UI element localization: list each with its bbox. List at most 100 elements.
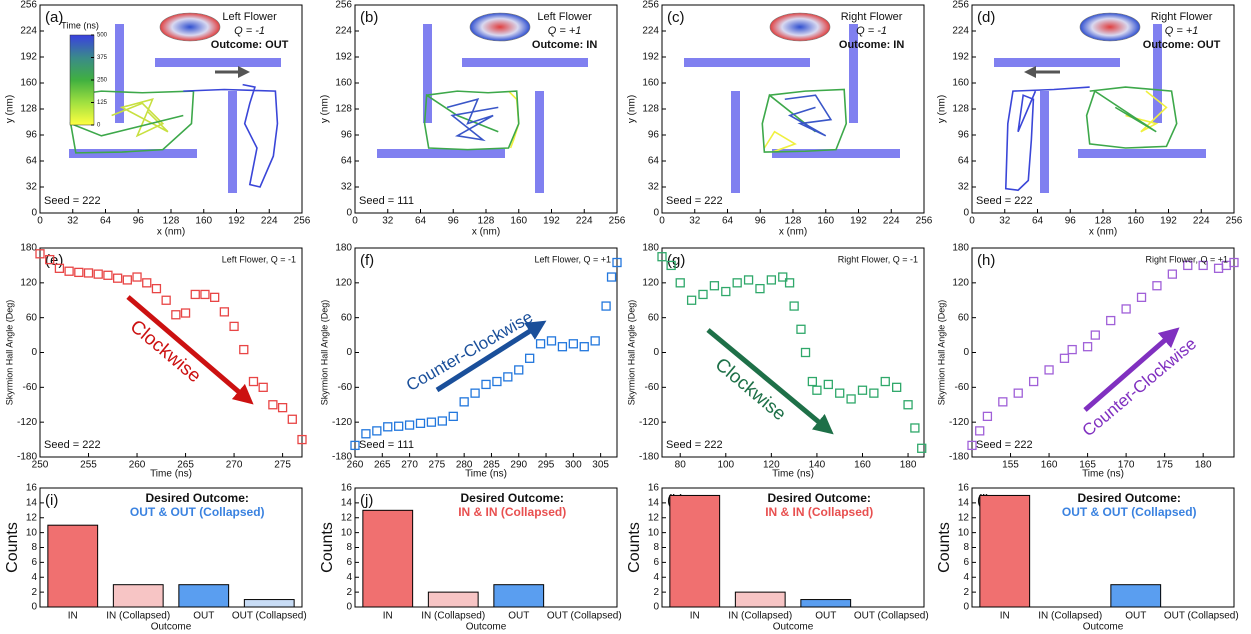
- point: [180, 308, 191, 318]
- y-tick-label: 60: [26, 312, 38, 323]
- panel: 0 2 4 6 8 10 12 14 16 (i) Counts Outcome IN IN (Colla…: [4, 483, 306, 633]
- panel: 0 32 64 96 128 160 192 224 256 0 32 64 96 128 160 192 22…: [937, 0, 1243, 238]
- y-tick-label: 96: [958, 130, 970, 141]
- point: [686, 295, 697, 305]
- x-tick-label: OUT (Collapsed): [547, 611, 622, 622]
- point: [910, 423, 920, 433]
- x-tick-label: 256: [1226, 216, 1243, 227]
- y-tick-label: 10: [958, 527, 970, 538]
- point: [1059, 353, 1070, 363]
- point: [755, 283, 765, 294]
- bar: [112, 584, 164, 608]
- point: [459, 397, 469, 407]
- panel-title: Desired Outcome:: [146, 491, 249, 505]
- y-axis-label: Skyrmion Hall Angle (Deg): [4, 300, 14, 406]
- x-tick-label: 32: [67, 216, 79, 227]
- point: [657, 252, 667, 262]
- y-tick-label: 2: [963, 587, 969, 598]
- colorbar: [69, 34, 95, 126]
- seed-label: Seed = 222: [666, 439, 723, 451]
- bar: [427, 591, 479, 608]
- point: [835, 388, 845, 398]
- trajectory: [423, 90, 520, 151]
- colorbar-tick-label: 375: [97, 55, 108, 61]
- x-axis-label: x (nm): [157, 227, 185, 238]
- y-axis-label: y (nm): [627, 95, 638, 123]
- point: [1044, 365, 1054, 375]
- colorbar-tick-label: 125: [97, 100, 108, 106]
- panel: -180 -120 -60 0 60 120 180 80 100 120 140 160 180 (g)…: [626, 243, 927, 480]
- point: [350, 440, 360, 451]
- y-tick-label: 96: [341, 130, 353, 141]
- x-tick-label: 160: [1041, 460, 1058, 471]
- point: [426, 417, 437, 427]
- x-tick-label: IN (Collapsed): [106, 611, 170, 622]
- point: [998, 397, 1008, 407]
- charge-label: Q = +1: [1165, 25, 1199, 37]
- y-tick-label: 2: [653, 587, 659, 598]
- y-tick-label: -120: [332, 417, 352, 428]
- bar: [178, 584, 230, 608]
- y-tick-label: 32: [341, 182, 353, 193]
- point: [709, 281, 720, 291]
- x-tick-label: IN (Collapsed): [1038, 611, 1102, 622]
- x-tick-label: OUT (Collapsed): [854, 611, 929, 622]
- y-tick-label: 16: [341, 483, 353, 494]
- y-tick-label: -60: [338, 382, 353, 393]
- y-tick-label: -60: [955, 382, 970, 393]
- y-tick-label: 0: [963, 208, 969, 219]
- x-tick-label: OUT (Collapsed): [232, 611, 307, 622]
- x-axis-label: x (nm): [472, 227, 500, 238]
- y-tick-label: 8: [653, 542, 659, 553]
- point: [219, 307, 230, 317]
- y-tick-label: 256: [20, 0, 37, 11]
- y-tick-label: 10: [341, 527, 353, 538]
- point: [1106, 315, 1116, 326]
- bar: [669, 494, 721, 608]
- x-tick-label: 300: [565, 460, 582, 471]
- y-tick-label: 14: [341, 498, 353, 509]
- y-tick-label: 8: [31, 542, 37, 553]
- x-tick-label: 256: [294, 216, 311, 227]
- bar: [362, 509, 414, 608]
- point: [732, 278, 742, 288]
- x-axis-label: Time (ns): [150, 469, 192, 480]
- panel-label: (g): [667, 252, 685, 269]
- flower-label: Right Flower: [841, 11, 903, 23]
- outcome-label: Outcome: IN: [839, 39, 904, 51]
- x-tick-label: 96: [1065, 216, 1077, 227]
- x-tick-label: 32: [999, 216, 1011, 227]
- x-tick-label: 255: [80, 460, 97, 471]
- y-tick-label: 14: [26, 498, 38, 509]
- y-tick-label: 128: [335, 104, 352, 115]
- y-tick-label: 4: [346, 572, 352, 583]
- point: [503, 372, 513, 382]
- point: [74, 267, 84, 278]
- trajectory: [784, 94, 833, 137]
- x-tick-label: 128: [785, 216, 802, 227]
- point: [743, 275, 754, 285]
- point: [277, 403, 288, 413]
- point: [1213, 263, 1224, 273]
- y-tick-label: 224: [20, 26, 37, 37]
- point: [1167, 269, 1178, 279]
- y-axis-label: Counts: [626, 522, 643, 573]
- x-tick-label: 32: [689, 216, 701, 227]
- point: [372, 426, 382, 436]
- flower-label: Right Flower: [1151, 11, 1213, 23]
- y-tick-label: 60: [648, 312, 660, 323]
- x-tick-label: 64: [722, 216, 734, 227]
- x-tick-label: IN: [690, 611, 700, 622]
- point: [210, 292, 220, 302]
- point: [1136, 292, 1147, 302]
- y-tick-label: 120: [952, 277, 969, 288]
- y-tick-label: 0: [963, 602, 969, 613]
- y-tick-label: -180: [332, 452, 352, 463]
- point: [64, 266, 74, 276]
- panel-label: (d): [977, 9, 995, 26]
- y-tick-label: -60: [23, 382, 38, 393]
- x-tick-label: 96: [133, 216, 145, 227]
- y-tick-label: 64: [958, 156, 970, 167]
- panel-note: Right Flower, Q = +1: [1145, 254, 1228, 264]
